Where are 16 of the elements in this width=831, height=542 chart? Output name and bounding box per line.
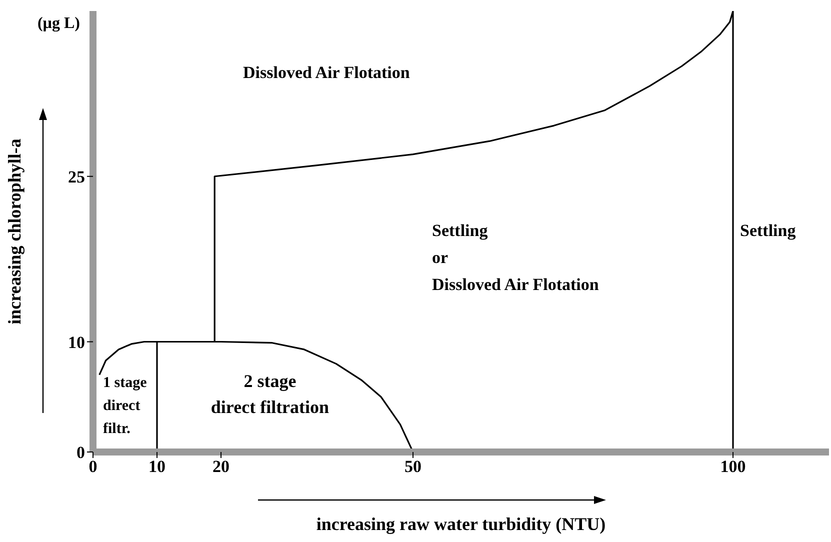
- y-tick-label: 10: [68, 332, 85, 352]
- annotation: Settling or Dissloved Air Flotation: [432, 221, 600, 294]
- x-tick-label: 0: [88, 457, 98, 476]
- annotation: 1 stage direct filtr.: [103, 375, 148, 437]
- y-axis-title: increasing chlorophyll-a: [4, 138, 24, 324]
- y-tick-label: 25: [68, 167, 85, 186]
- annotation: 2 stage direct filtration: [210, 371, 330, 417]
- x-tick-label: 20: [212, 457, 230, 476]
- annotation: Settling: [740, 221, 796, 240]
- x-tick-label: 50: [404, 457, 422, 476]
- annotation: Dissloved Air Flotation: [243, 63, 410, 82]
- x-axis-title: increasing raw water turbidity (NTU): [316, 514, 606, 534]
- text: (µg L): [37, 15, 80, 32]
- x-tick-label: 10: [148, 457, 166, 476]
- x-tick-label: 100: [720, 457, 746, 476]
- y-tick-label: 0: [76, 443, 85, 462]
